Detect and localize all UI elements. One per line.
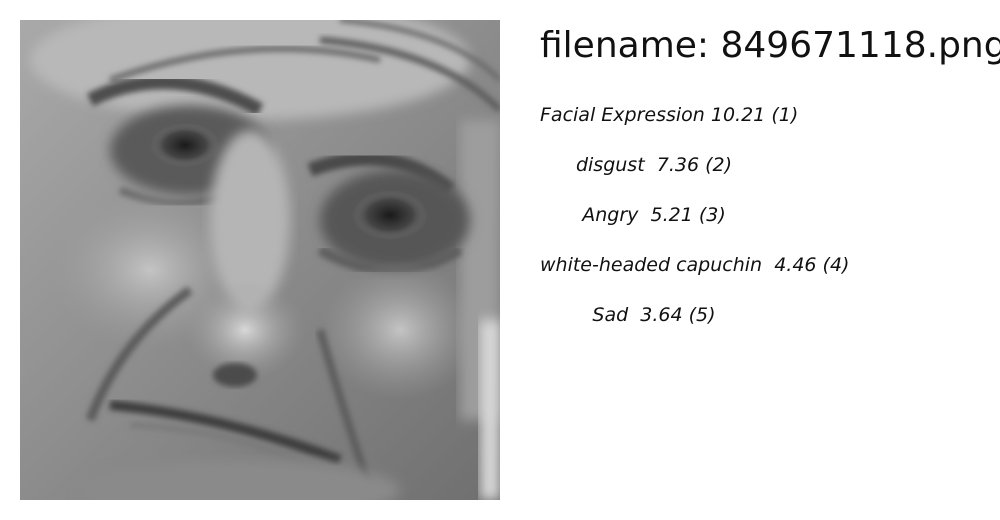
prediction-rank: (5) xyxy=(689,304,716,326)
prediction-label: white-headed capuchin xyxy=(540,254,762,276)
prediction-label: Sad xyxy=(592,304,628,326)
prediction-item-5: Sad 3.64 (5) xyxy=(454,303,854,327)
prediction-label: disgust xyxy=(576,154,645,176)
prediction-rank: (3) xyxy=(699,204,726,226)
prediction-score: 5.21 xyxy=(650,204,692,226)
prediction-rank: (1) xyxy=(771,104,798,126)
prediction-item-3: Angry 5.21 (3) xyxy=(454,203,854,227)
filename-label: filename: 849671118.png xyxy=(540,24,1000,68)
prediction-label: Angry xyxy=(582,204,638,226)
prediction-score: 10.21 xyxy=(711,104,765,126)
face-photo xyxy=(20,20,500,500)
prediction-rank: (2) xyxy=(705,154,732,176)
prediction-item-4: white-headed capuchin 4.46 (4) xyxy=(540,253,940,277)
prediction-label: Facial Expression xyxy=(540,104,705,126)
prediction-rank: (4) xyxy=(823,254,850,276)
prediction-score: 3.64 xyxy=(640,304,682,326)
prediction-item-1: Facial Expression 10.21 (1) xyxy=(540,103,940,127)
face-image-graphic xyxy=(20,20,500,500)
prediction-score: 4.46 xyxy=(774,254,816,276)
prediction-item-2: disgust 7.36 (2) xyxy=(454,153,854,177)
prediction-score: 7.36 xyxy=(657,154,699,176)
